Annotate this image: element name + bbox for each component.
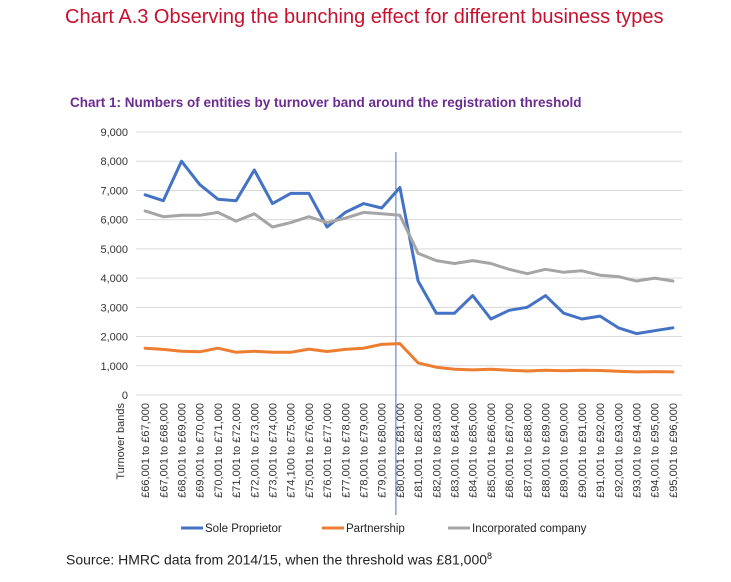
legend-label-sole-proprietor: Sole Proprietor (205, 523, 282, 535)
legend-label-partnership: Partnership (346, 523, 405, 535)
x-tick-label: £73,001 to £74,000 (268, 403, 280, 498)
series-line-incorporated-company (143, 209, 675, 283)
page-heading: Chart A.3 Observing the bunching effect … (65, 6, 664, 28)
x-tick-label: £75,001 to £76,000 (304, 403, 316, 498)
x-tick-label: £93,001 to £94,000 (632, 403, 644, 498)
x-tick-label: £66,001 to £67,000 (140, 403, 152, 498)
legend-label-incorporated-company: Incorporated company (472, 523, 587, 535)
x-tick-label: £87,001 to £88,000 (522, 403, 534, 498)
y-axis-tick-labels: 0 1,000 2,000 3,000 4,000 5,000 6,000 7,000 8,00… (100, 127, 128, 402)
x-tick-label: £92,001 to £93,000 (613, 403, 625, 498)
x-tick-label: £81,001 to £82,000 (413, 403, 425, 498)
y-tick-label: 5,000 (100, 244, 128, 256)
x-tick-label: £84,001 to £85,000 (468, 403, 480, 498)
y-tick-label: 0 (122, 390, 128, 402)
y-tick-label: 6,000 (100, 215, 128, 227)
x-tick-label: £67,001 to £68,000 (158, 403, 170, 498)
source-text: Source: HMRC data from 2014/15, when the… (66, 551, 488, 568)
x-tick-label: £95,001 to £96,000 (668, 403, 680, 498)
x-tick-label: £78,001 to £79,000 (359, 403, 371, 498)
y-tick-label: 7,000 (100, 185, 128, 197)
x-axis-tick-labels: Turnover bands £66,001 to £67,000 £67,001 … (115, 403, 680, 498)
x-tick-label: £70,001 to £71,000 (213, 403, 225, 498)
x-tick-label: £89,001 to £90,000 (559, 403, 571, 498)
x-tick-label: £77,001 to £78,000 (340, 403, 352, 498)
x-tick-label: £74,100 to £75,000 (286, 403, 298, 498)
source-note: Source: HMRC data from 2014/15, when the… (66, 551, 492, 568)
x-axis-title: Turnover bands (115, 403, 127, 480)
x-tick-label: £86,001 to £87,000 (504, 403, 516, 498)
x-tick-label: £76,001 to £77,000 (322, 403, 334, 498)
legend: Sole Proprietor Partnership Incorporated c… (181, 523, 587, 535)
x-tick-label: £69,001 to £70,000 (195, 403, 207, 498)
x-tick-label: £71,001 to £72,000 (231, 403, 243, 498)
footnote-marker: 8 (487, 551, 493, 561)
series-line-partnership (143, 342, 675, 374)
x-tick-label: £94,001 to £95,000 (650, 403, 662, 498)
x-tick-label: £85,001 to £86,000 (486, 403, 498, 498)
x-tick-label: £90,001 to £91,000 (577, 403, 589, 498)
x-tick-label: £88,001 to £89,000 (541, 403, 553, 498)
y-tick-label: 3,000 (100, 302, 128, 314)
x-tick-label: £83,001 to £84,000 (450, 403, 462, 498)
x-tick-label: £72,001 to £73,000 (249, 403, 261, 498)
y-tick-label: 1,000 (100, 361, 128, 373)
x-tick-label: £80,001 to £81,000 (395, 403, 407, 498)
y-tick-label: 8,000 (100, 156, 128, 168)
series-lines (143, 159, 675, 374)
y-tick-label: 2,000 (100, 332, 128, 344)
x-tick-label: £68,001 to £69,000 (177, 403, 189, 498)
x-tick-label: £91,001 to £92,000 (595, 403, 607, 498)
y-tick-label: 4,000 (100, 273, 128, 285)
gridlines (136, 131, 682, 396)
x-tick-label: £82,001 to £83,000 (431, 403, 443, 498)
chart-title: Chart 1: Numbers of entities by turnover… (70, 95, 582, 110)
x-tick-label: £79,001 to £80,000 (377, 403, 389, 498)
y-tick-label: 9,000 (100, 127, 128, 139)
